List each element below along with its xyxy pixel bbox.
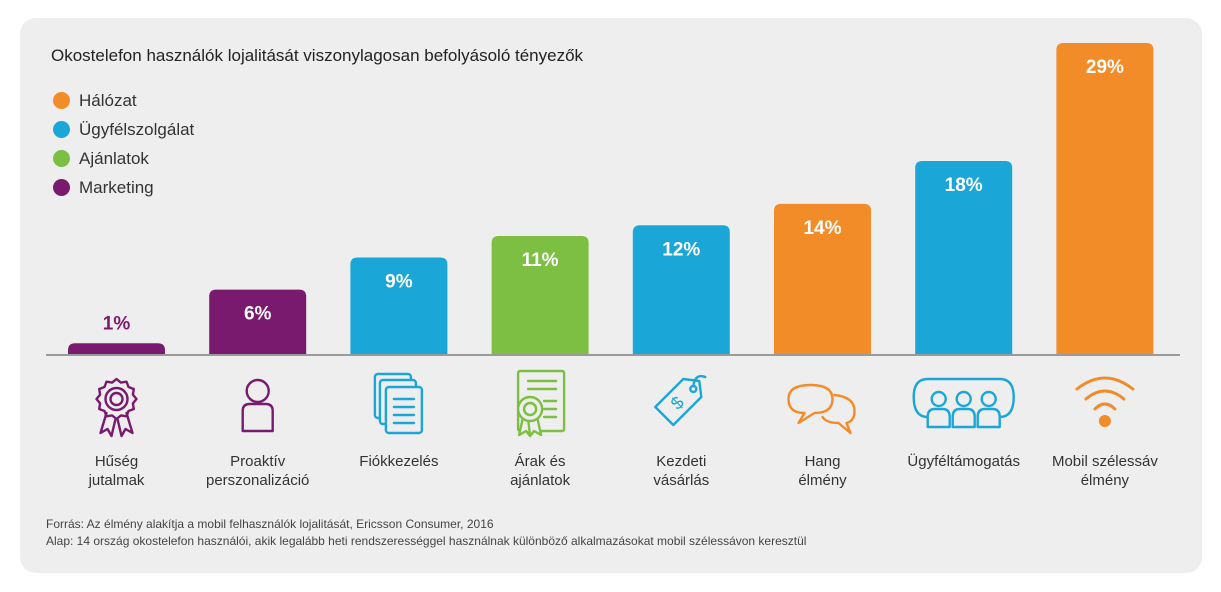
legend-swatch [53, 179, 70, 196]
category-label: Proaktív perszonalizáció [205, 453, 310, 489]
legend-label: Hálózat [79, 90, 137, 110]
price-tag-icon: $ [654, 374, 707, 427]
group-people-icon [912, 377, 1015, 429]
legend-swatch [53, 150, 70, 167]
legend-item-halozat: Hálózat [53, 86, 194, 115]
legend-swatch [53, 121, 70, 138]
bar-7 [1056, 43, 1154, 354]
legend-label: Ügyfélszolgálat [79, 119, 195, 139]
legend-label: Marketing [79, 177, 154, 197]
value-label: 11% [522, 250, 559, 271]
legend-label: Ajánlatok [79, 148, 149, 168]
dollar-glyph: $ [667, 392, 688, 413]
bar-1 [209, 289, 307, 354]
value-label: 18% [945, 175, 983, 196]
legend: Hálózat Ügyfélszolgálat Ajánlatok Market… [53, 86, 194, 202]
legend-item-ugyfelszolgalat: Ügyfélszolgálat [53, 115, 194, 144]
bar-5 [774, 203, 871, 354]
footer: Forrás: Az élmény alakítja a mobil felha… [46, 516, 806, 550]
ribbon-award-icon [95, 377, 138, 438]
value-label: 6% [244, 304, 272, 325]
speech-bubbles-icon [787, 383, 856, 435]
legend-item-marketing: Marketing [53, 173, 194, 202]
source-note: Forrás: Az élmény alakítja a mobil felha… [46, 517, 494, 531]
person-icon [241, 378, 274, 433]
value-label: 1% [103, 313, 131, 334]
base-note: Alap: 14 ország okostelefon használói, a… [46, 534, 807, 548]
category-label: Ügyféltámogatás [907, 453, 1020, 470]
category-label: Kezdeti vásárlás [653, 453, 710, 489]
category-label: Hang élmény [798, 453, 847, 489]
value-label: 14% [803, 218, 841, 239]
bar-3 [491, 236, 589, 354]
value-label: 9% [385, 271, 413, 292]
value-label: 12% [662, 239, 700, 260]
bar-0 [68, 343, 165, 354]
bar-2 [350, 257, 448, 354]
category-label: Árak és ajánlatok [510, 453, 571, 489]
category-label: Hűség jutalmak [88, 453, 145, 489]
bar-6 [915, 160, 1013, 354]
documents-icon [373, 372, 424, 435]
category-label: Fiókkezelés [359, 453, 439, 470]
value-label: 29% [1086, 57, 1124, 78]
bar-4 [632, 225, 730, 354]
wifi-icon [1075, 376, 1135, 427]
legend-swatch [53, 92, 70, 109]
legend-item-ajanlatok: Ajánlatok [53, 144, 194, 173]
chart-title: Okostelefon használók lojalitását viszon… [51, 46, 584, 65]
category-label: Mobil szélessáv élmény [1051, 453, 1158, 489]
certificate-icon [516, 369, 566, 438]
